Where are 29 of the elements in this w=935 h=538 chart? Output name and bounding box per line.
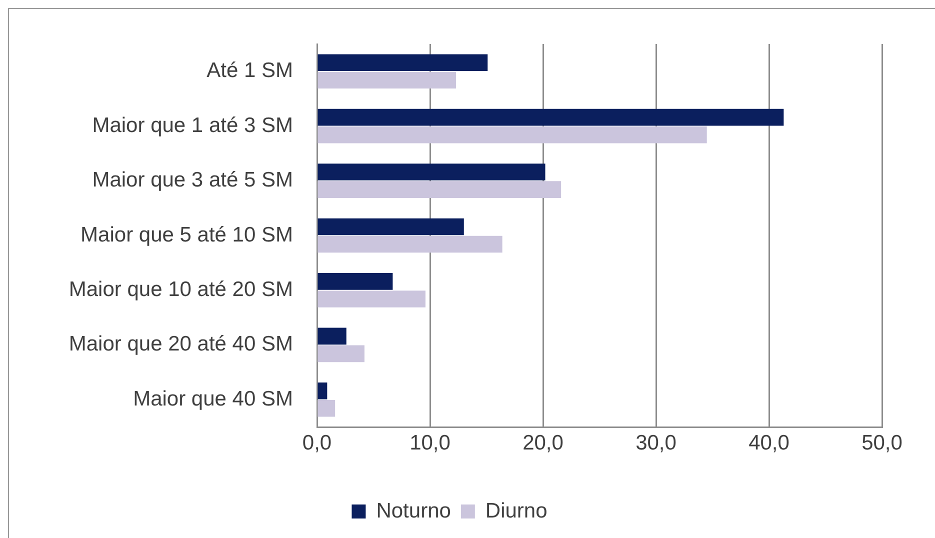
bar (318, 382, 328, 400)
bar (318, 108, 784, 126)
x-tick-label: 50,0 (862, 431, 902, 454)
bar (318, 236, 502, 253)
bar (318, 328, 346, 345)
bar (318, 54, 488, 72)
bar (318, 400, 336, 417)
bar (318, 126, 707, 144)
y-tick-label: Maior que 5 até 10 SM (80, 223, 293, 246)
bar (318, 181, 562, 198)
y-tick-label: Maior que 10 até 20 SM (68, 278, 293, 302)
x-tick-label: 30,0 (636, 431, 676, 454)
x-tick-label: 10,0 (410, 431, 450, 454)
legend-label: Diurno (485, 499, 548, 522)
x-tick-label: 20,0 (522, 431, 564, 454)
y-tick-label: Maior que 1 até 3 SM (92, 114, 293, 137)
y-tick-label: Até 1 SM (206, 59, 293, 82)
bar (318, 345, 364, 362)
legend-label: Noturno (376, 499, 451, 522)
bar (318, 290, 426, 308)
x-tick-label: 40,0 (748, 431, 790, 454)
bar (318, 72, 456, 89)
bar (318, 164, 546, 180)
y-tick-label: Maior que 20 até 40 SM (68, 332, 293, 356)
bar (318, 218, 464, 236)
bar (318, 273, 393, 290)
x-tick-label: 0,0 (302, 431, 332, 454)
y-tick-label: Maior que 40 SM (133, 387, 293, 410)
y-tick-label: Maior que 3 até 5 SM (92, 168, 293, 192)
